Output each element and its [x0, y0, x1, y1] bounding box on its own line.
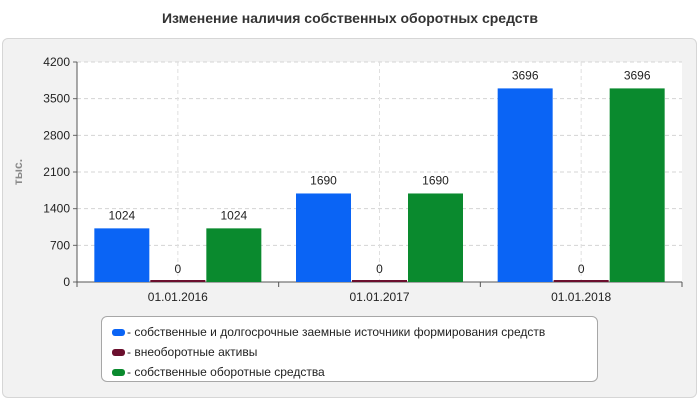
bar — [553, 280, 609, 282]
bar — [497, 88, 553, 283]
bar — [94, 228, 150, 282]
chart-title: Изменение наличия собственных оборотных … — [161, 10, 539, 26]
legend: - собственные и долгосрочные заемные ист… — [101, 316, 598, 382]
data-label: 0 — [376, 262, 383, 276]
y-axis-label: тыс. — [11, 159, 25, 185]
legend-item-series-1: - собственные и долгосрочные заемные ист… — [112, 322, 597, 342]
y-tick-label: 0 — [63, 275, 70, 289]
bar — [609, 88, 665, 283]
y-tick-label: 3500 — [43, 92, 70, 106]
legend-label-series-3: - собственные оборотные средства — [127, 365, 325, 379]
bar — [408, 193, 463, 282]
y-tick-label: 4200 — [43, 55, 70, 69]
legend-swatch-series-2 — [112, 348, 125, 356]
legend-swatch-series-1 — [112, 328, 125, 336]
bar — [150, 280, 206, 282]
legend-swatch-series-3 — [112, 368, 125, 376]
bar — [296, 193, 351, 282]
x-tick-label: 01.01.2016 — [148, 290, 208, 304]
bar — [206, 228, 262, 282]
legend-label-series-2: - внеоборотные активы — [127, 345, 258, 359]
data-label: 3696 — [512, 68, 539, 82]
x-tick-label: 01.01.2018 — [551, 290, 611, 304]
data-label: 3696 — [624, 68, 651, 82]
data-label: 1024 — [108, 208, 135, 222]
data-label: 1024 — [220, 208, 247, 222]
bar — [352, 280, 407, 282]
legend-label-series-1: - собственные и долгосрочные заемные ист… — [127, 325, 546, 339]
y-tick-label: 1400 — [43, 202, 70, 216]
data-label: 1690 — [422, 173, 449, 187]
x-tick-label: 01.01.2017 — [349, 290, 409, 304]
y-tick-label: 2800 — [43, 128, 70, 142]
data-label: 0 — [578, 262, 585, 276]
data-label: 0 — [174, 262, 181, 276]
legend-item-series-2: - внеоборотные активы — [112, 342, 597, 362]
data-label: 1690 — [310, 173, 337, 187]
y-tick-label: 700 — [50, 238, 70, 252]
legend-item-series-3: - собственные оборотные средства — [112, 362, 597, 382]
y-tick-label: 2100 — [43, 165, 70, 179]
